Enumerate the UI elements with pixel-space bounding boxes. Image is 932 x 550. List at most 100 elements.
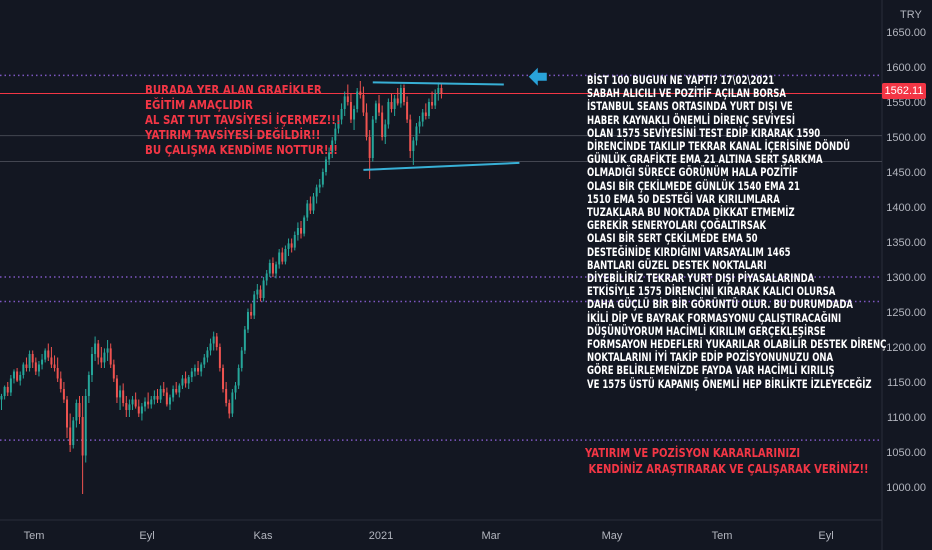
candle-down (300, 228, 303, 234)
candle-down (137, 406, 140, 414)
analysis-line: OLASI BİR ÇEKİLMEDE GÜNLÜK 1540 EMA 21 (587, 178, 800, 193)
candle-up (206, 350, 209, 358)
candle-down (390, 102, 393, 109)
candle-up (312, 196, 315, 211)
candle-down (225, 389, 228, 403)
last-price-tag: 1562.11 (882, 83, 926, 99)
candle-down (250, 312, 253, 316)
candle-up (437, 88, 440, 94)
candle-down (78, 403, 81, 417)
candle-up (41, 359, 44, 365)
candle-down (50, 357, 53, 365)
candle-down (346, 96, 349, 102)
candle-down (53, 364, 56, 368)
candle-up (12, 371, 15, 379)
candle-up (278, 252, 281, 265)
y-tick-label: 1650.00 (886, 27, 926, 39)
candle-up (0, 396, 3, 400)
candle-up (321, 172, 324, 185)
candle-up (128, 404, 131, 410)
candle-up (44, 350, 47, 360)
candle-down (109, 348, 112, 365)
x-tick-label: Tem (712, 530, 733, 542)
disclaimer-line: BURADA YER ALAN GRAFİKLER (145, 82, 322, 97)
candle-down (281, 252, 284, 262)
candle-up (22, 364, 25, 375)
candle-up (103, 352, 106, 363)
disclaimer-line: BU ÇALIŞMA KENDİME NOTTUR!!! (145, 142, 338, 157)
candle-up (94, 343, 97, 354)
candle-down (409, 119, 412, 151)
candle-down (222, 368, 225, 389)
y-tick-label: 1600.00 (886, 62, 926, 74)
candle-up (343, 96, 346, 109)
candle-up (153, 396, 156, 400)
candle-down (156, 396, 159, 400)
candle-down (97, 343, 100, 358)
candle-up (144, 401, 147, 407)
analysis-annotation: BİST 100 BUGUN NE YAPTI? 17\02\2021 SABA… (587, 73, 886, 391)
candle-up (275, 264, 278, 274)
analysis-line: İKİLİ DİP VE BAYRAK FORMASYONU ÇALIŞTIRA… (587, 310, 842, 325)
candle-down (431, 102, 434, 106)
currency-label: TRY (900, 9, 922, 21)
candle-up (3, 386, 6, 396)
y-tick-label: 1000.00 (886, 482, 926, 494)
candle-up (384, 124, 387, 137)
candle-down (16, 371, 19, 381)
candle-up (356, 91, 359, 109)
x-tick-label: Mar (482, 530, 501, 542)
candle-up (19, 375, 22, 381)
candle-up (296, 228, 299, 235)
candle-up (181, 378, 184, 386)
x-tick-label: Kas (254, 530, 273, 542)
analysis-line: VE 1575 ÜSTÜ KAPANIŞ ÖNEMLİ HEP BİRLİKTE… (587, 376, 872, 391)
analysis-line: İSTANBUL SEANS ORTASINDA YURT DIŞI VE (587, 99, 793, 114)
candle-down (424, 112, 427, 116)
candle-up (265, 273, 268, 281)
candle-up (306, 203, 309, 218)
analysis-line: SABAH ALICILI VE POZİTİF AÇILAN BORSA (587, 86, 787, 101)
candle-up (324, 159, 327, 172)
candle-up (178, 385, 181, 393)
analysis-line: BANTLARI GÜZEL DESTEK NOKTALARI (587, 257, 767, 272)
candle-down (125, 403, 128, 410)
candle-down (184, 378, 187, 384)
candle-down (197, 368, 200, 372)
candle-up (209, 343, 212, 351)
analysis-line: BİST 100 BUGUN NE YAPTI? 17\02\2021 (587, 73, 775, 87)
y-tick-label: 1150.00 (887, 377, 926, 389)
candle-down (218, 347, 221, 368)
candle-up (353, 109, 356, 120)
candle-up (140, 406, 143, 414)
candle-up (374, 103, 377, 120)
analysis-line: GÜNLÜK GRAFİKTE EMA 21 ALTINA SERT ŞARKM… (587, 152, 823, 167)
candle-down (62, 389, 65, 400)
candle-down (100, 357, 103, 363)
candle-up (412, 140, 415, 151)
analysis-line: HABER KAYNAKLI ÖNEMLİ DİRENÇ SEVİYESİ (587, 112, 795, 127)
candle-up (337, 119, 340, 129)
candle-down (147, 401, 150, 405)
candle-down (66, 399, 69, 428)
candle-up (90, 354, 93, 375)
candle-up (237, 368, 240, 386)
candle-up (340, 109, 343, 120)
disclaimer-line: AL SAT TUT TAVSİYESİ İÇERMEZ!!! (145, 112, 341, 127)
candle-up (240, 350, 243, 368)
candle-down (59, 378, 62, 389)
candle-down (6, 386, 9, 393)
candle-up (253, 294, 256, 316)
candle-down (402, 88, 405, 102)
disclaimer-line: YATIRIM TAVSİYESİ DEĞİLDİR!! (145, 127, 321, 142)
candle-down (365, 112, 368, 137)
candle-up (415, 126, 418, 141)
candle-down (406, 102, 409, 120)
candle-up (193, 368, 196, 372)
candle-up (303, 217, 306, 234)
channel-upper-line (372, 81, 504, 86)
x-tick-label: May (602, 530, 623, 542)
x-tick-label: 2021 (369, 530, 393, 542)
